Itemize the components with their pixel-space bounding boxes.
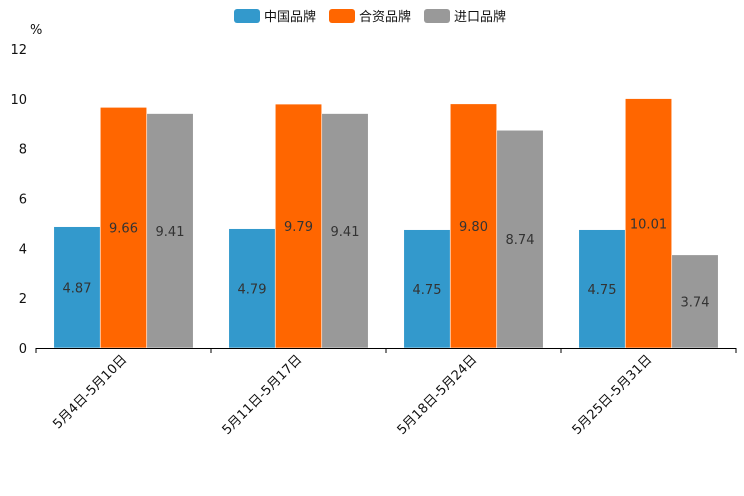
data-label: 9.80 — [459, 220, 488, 235]
data-label: 9.41 — [331, 225, 360, 240]
bar-1-4[interactable] — [578, 229, 626, 349]
legend-label: 合资品牌 — [359, 9, 411, 25]
legend-swatch — [424, 9, 450, 23]
data-label: 9.66 — [109, 222, 138, 237]
x-category-label: 5月11日-5月17日 — [220, 352, 306, 438]
data-label: 4.87 — [63, 281, 92, 296]
legend-label: 中国品牌 — [264, 9, 316, 25]
data-label: 10.01 — [630, 217, 667, 232]
y-tick-label: 4 — [19, 242, 27, 257]
y-tick-label: 8 — [19, 143, 27, 158]
x-axis: 5月4日-5月10日 5月11日-5月17日 5月18日-5月24日 5月25日-5月… — [35, 348, 737, 438]
legend-label: 进口品牌 — [454, 9, 506, 25]
data-label: 4.79 — [238, 282, 267, 297]
y-tick-label: 0 — [19, 342, 27, 357]
y-tick-label: 10 — [10, 93, 27, 108]
bar-3-2[interactable] — [321, 113, 369, 349]
bar-2-3[interactable] — [449, 103, 498, 349]
y-tick-label: 6 — [19, 193, 27, 208]
data-label: 9.79 — [284, 220, 313, 235]
data-label: 3.74 — [681, 295, 710, 310]
bar-2-1[interactable] — [99, 107, 148, 349]
bar-3-1[interactable] — [146, 113, 194, 349]
data-label: 4.75 — [588, 283, 617, 298]
data-label: 4.75 — [413, 283, 442, 298]
y-tick-label: 2 — [19, 292, 27, 307]
y-axis-unit-label: % — [30, 23, 42, 38]
bar-2-4[interactable] — [624, 98, 673, 349]
x-category-label: 5月25日-5月31日 — [570, 352, 656, 438]
bar-3-4[interactable] — [671, 254, 719, 349]
bar-2-2[interactable] — [274, 103, 323, 349]
x-category-label: 5月18日-5月24日 — [395, 352, 481, 438]
x-category-label: 5月4日-5月10日 — [50, 352, 130, 432]
bar-1-2[interactable] — [228, 228, 276, 349]
legend: 中国品牌 合资品牌 进口品牌 — [234, 9, 506, 25]
legend-swatch — [329, 9, 355, 23]
y-axis: 0 2 4 6 8 10 12 — [10, 43, 27, 357]
bars: 4.87 9.66 9.41 4.79 9.79 9.41 4.75 9.80 8.74 4.75… — [53, 98, 719, 349]
data-label: 9.41 — [156, 225, 185, 240]
data-label: 8.74 — [506, 233, 535, 248]
legend-swatch — [234, 9, 260, 23]
y-tick-label: 12 — [10, 43, 27, 58]
bar-1-1[interactable] — [53, 226, 101, 349]
